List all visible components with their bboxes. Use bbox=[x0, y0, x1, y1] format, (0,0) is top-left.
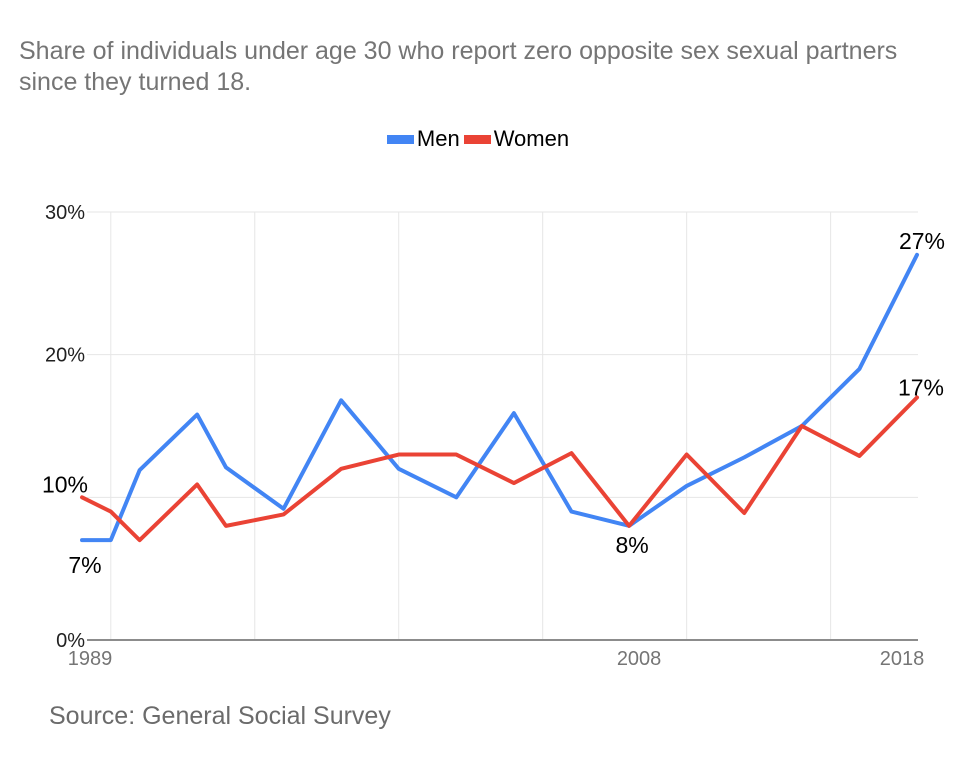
y-tick-20%: 20% bbox=[45, 345, 85, 367]
data-label-men-1989: 7% bbox=[68, 552, 101, 578]
chart-title: Share of individuals under age 30 who re… bbox=[19, 36, 897, 98]
x-tick-1989: 1989 bbox=[68, 648, 113, 670]
women-line bbox=[80, 395, 919, 543]
source-note: Source: General Social Survey bbox=[49, 702, 391, 730]
x-tick-2018: 2018 bbox=[880, 648, 925, 670]
x-tick-2008: 2008 bbox=[617, 648, 662, 670]
legend-label-women: Women bbox=[493, 126, 570, 151]
legend-swatch-women bbox=[463, 134, 491, 144]
legend-label-men: Men bbox=[416, 126, 460, 151]
data-label-men-2008: 8% bbox=[615, 532, 648, 558]
legend: Men Women bbox=[0, 126, 960, 152]
data-label-women-2018: 17% bbox=[898, 374, 944, 400]
chart-title-line1: Share of individuals under age 30 who re… bbox=[19, 37, 898, 65]
y-tick-30%: 30% bbox=[45, 202, 85, 224]
men-line bbox=[80, 252, 919, 543]
data-label-women-1989: 10% bbox=[42, 471, 88, 497]
y-tick-0%: 0% bbox=[56, 630, 85, 652]
legend-swatch-men bbox=[386, 134, 414, 144]
chart-title-line2: since they turned 18. bbox=[19, 68, 252, 96]
data-label-men-2018: 27% bbox=[899, 228, 945, 254]
